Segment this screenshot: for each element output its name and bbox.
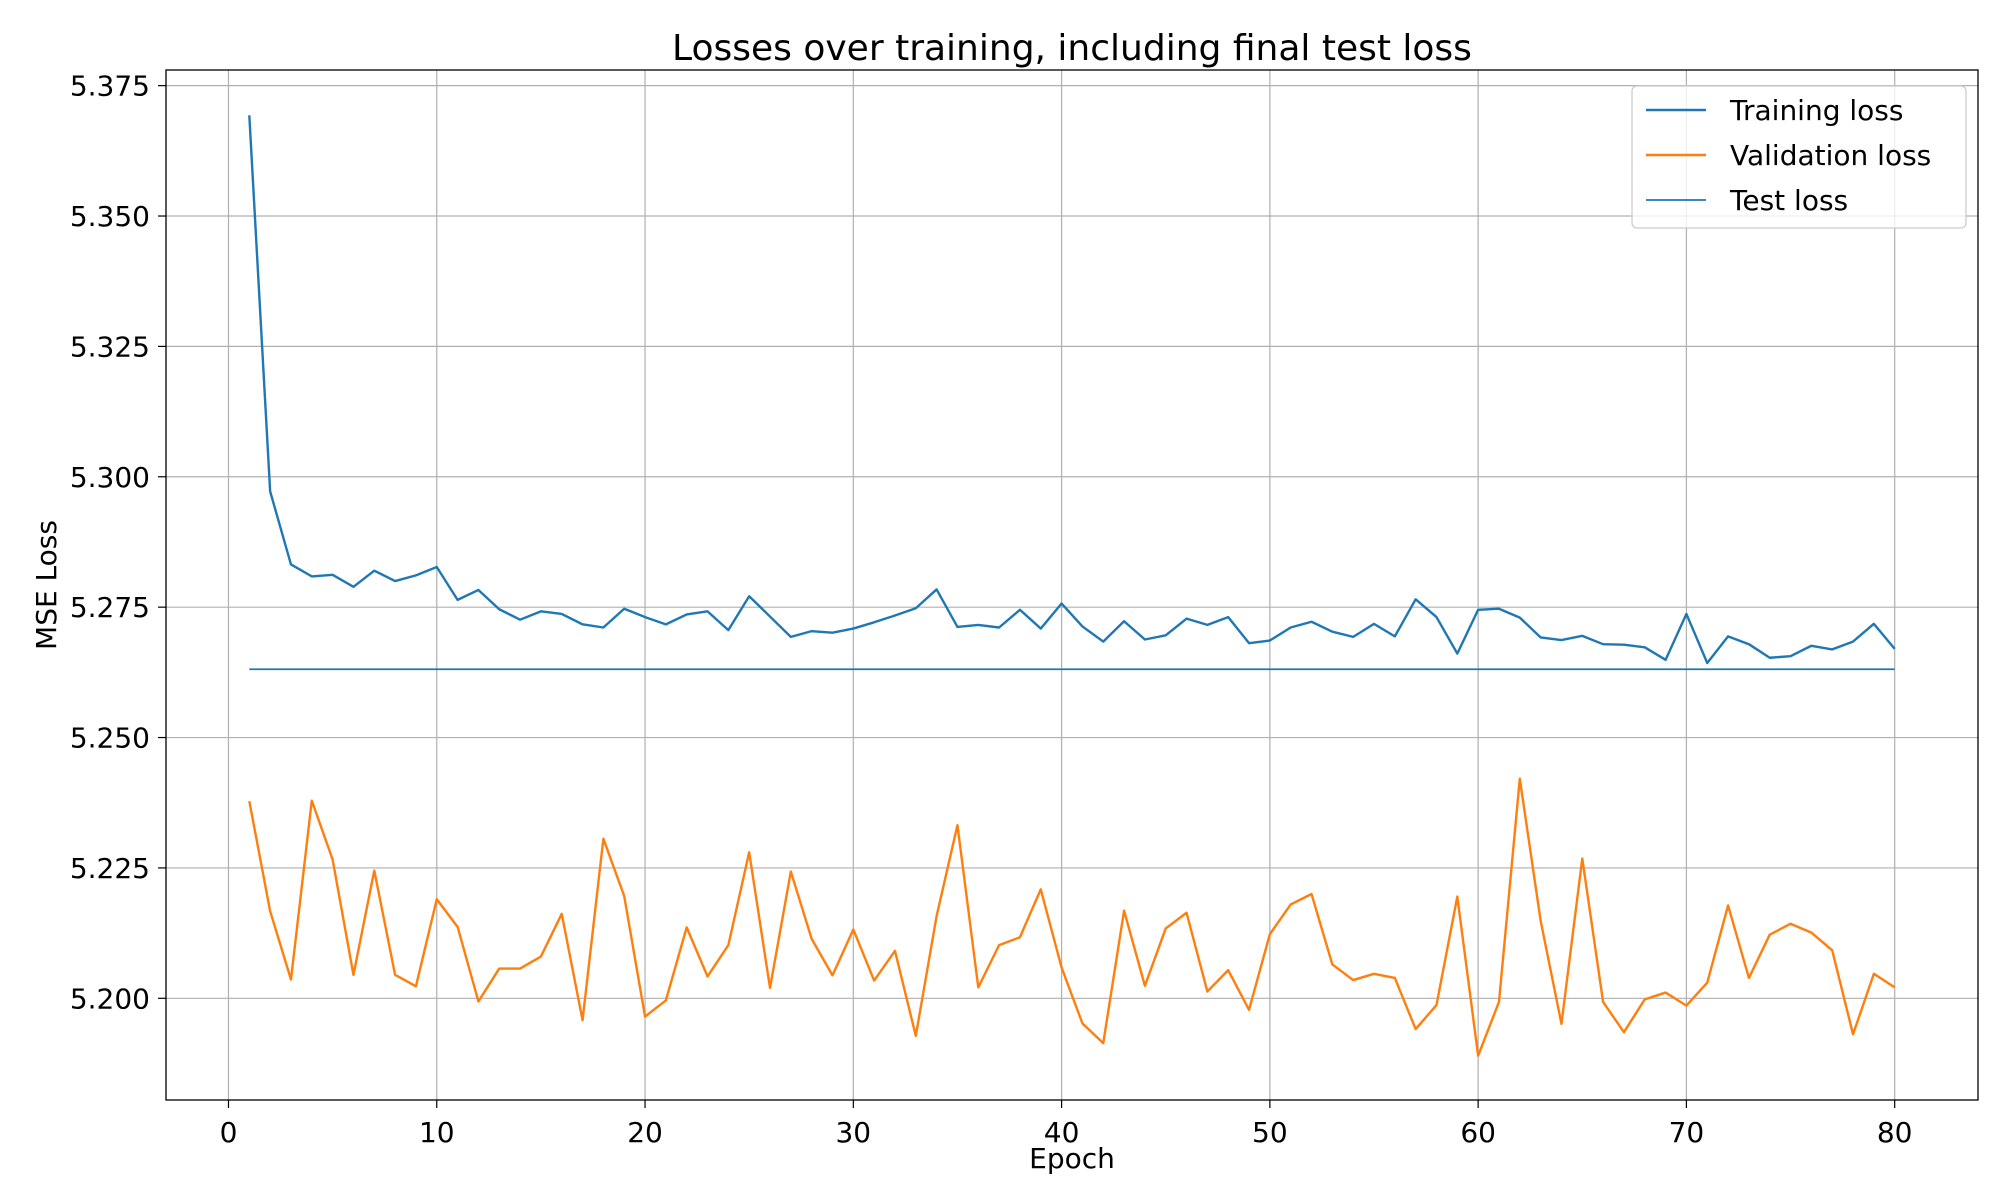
x-tick-label: 20 [627, 1116, 663, 1149]
y-tick-label: 5.300 [70, 461, 150, 494]
chart-title: Losses over training, including final te… [672, 28, 1472, 69]
legend-label-validation: Validation loss [1730, 139, 1931, 172]
series-layer [249, 115, 1894, 1055]
x-tick-label: 0 [220, 1116, 238, 1149]
x-tick-label: 30 [835, 1116, 871, 1149]
y-tick-label: 5.325 [70, 330, 150, 363]
y-axis-label: MSE Loss [30, 520, 63, 650]
legend: Training loss Validation loss Test loss [1632, 86, 1966, 228]
validation-loss-line [249, 779, 1894, 1056]
y-tick-label: 5.275 [70, 591, 150, 624]
y-tick-label: 5.250 [70, 722, 150, 755]
y-tick-label: 5.350 [70, 200, 150, 233]
y-axis-ticks: 5.200 5.225 5.250 5.275 5.300 5.325 5.350 5.375 [70, 70, 166, 1016]
x-tick-label: 70 [1669, 1116, 1705, 1149]
y-tick-label: 5.375 [70, 70, 150, 103]
y-tick-label: 5.225 [70, 852, 150, 885]
x-tick-label: 50 [1252, 1116, 1288, 1149]
y-tick-label: 5.200 [70, 982, 150, 1015]
legend-label-training: Training loss [1729, 94, 1903, 127]
x-tick-label: 10 [419, 1116, 455, 1149]
x-tick-label: 80 [1877, 1116, 1913, 1149]
x-tick-label: 60 [1460, 1116, 1496, 1149]
x-axis-label: Epoch [1029, 1142, 1115, 1175]
legend-label-test: Test loss [1729, 184, 1848, 217]
